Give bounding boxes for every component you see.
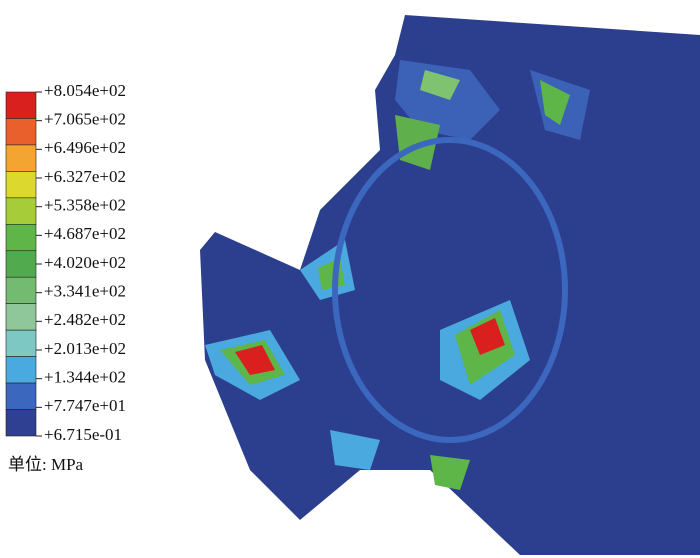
region — [395, 115, 440, 170]
color-swatch — [5, 91, 37, 119]
region — [330, 430, 380, 470]
hotspot — [470, 318, 505, 355]
color-swatch — [5, 409, 37, 437]
color-swatch — [5, 171, 37, 199]
color-swatch — [5, 329, 37, 357]
color-swatch — [5, 144, 37, 172]
legend-label: +5.358e+02 — [44, 196, 126, 215]
color-swatch — [5, 224, 37, 252]
body — [200, 15, 700, 555]
color-swatch — [5, 356, 37, 384]
legend-label: +6.496e+02 — [44, 138, 126, 157]
region — [540, 80, 570, 125]
model — [200, 15, 700, 555]
region — [430, 455, 470, 490]
edge — [332, 137, 568, 443]
legend-label: +8.054e+02 — [44, 81, 126, 100]
legend-label: +7.065e+02 — [44, 110, 126, 129]
legend-label: +2.013e+02 — [44, 339, 126, 358]
legend-label: +6.327e+02 — [44, 167, 126, 186]
unit-label: 单位: MPa — [8, 455, 84, 474]
region — [395, 60, 500, 140]
region — [420, 70, 460, 100]
color-swatch — [5, 276, 37, 304]
legend-label: +4.687e+02 — [44, 224, 126, 243]
color-swatch — [5, 118, 37, 146]
legend-label: +4.020e+02 — [44, 253, 126, 272]
color-swatch — [5, 250, 37, 278]
legend-label: +3.341e+02 — [44, 282, 126, 301]
legend-label: +2.482e+02 — [44, 310, 126, 329]
legend-label: +7.747e+01 — [44, 396, 126, 415]
legend: +8.054e+02 +7.065e+02 +6.496e+02 +6.327e+02… — [5, 81, 126, 444]
hotspot — [235, 345, 275, 375]
legend-label: +1.344e+02 — [44, 368, 126, 387]
legend-label: +6.715e-01 — [44, 425, 122, 444]
color-swatch — [5, 382, 37, 410]
color-swatch — [5, 197, 37, 225]
color-swatch — [5, 303, 37, 331]
